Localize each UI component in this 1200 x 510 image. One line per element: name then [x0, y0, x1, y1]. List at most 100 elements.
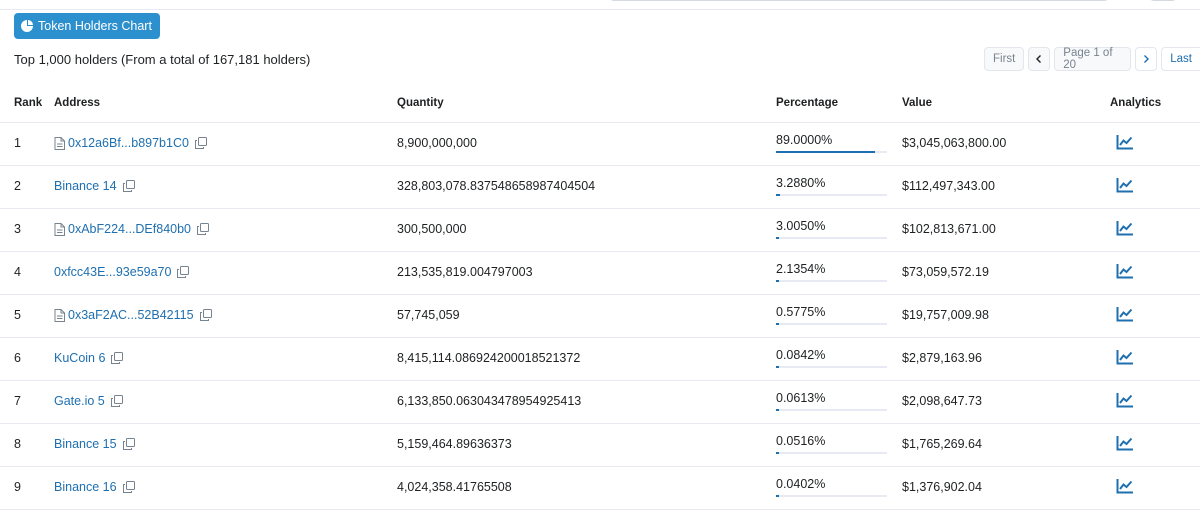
token-holders-chart-button[interactable]: Token Holders Chart — [14, 13, 160, 39]
table-row: 9 Binance 16 4,024,358.41765508 0.0402% $1,3… — [0, 466, 1200, 510]
rank-cell: 2 — [14, 179, 21, 193]
value-cell: $2,098,647.73 — [902, 394, 982, 408]
percentage-cell: 0.0402% — [776, 477, 887, 497]
search-input-edge[interactable] — [608, 0, 1110, 1]
copy-icon[interactable] — [111, 352, 124, 364]
percentage-bar — [776, 495, 887, 497]
percentage-cell: 0.0516% — [776, 434, 887, 454]
address-link[interactable]: Binance 16 — [54, 480, 117, 494]
holders-summary: Top 1,000 holders (From a total of 167,1… — [14, 52, 311, 67]
analytics-chart-icon — [1116, 479, 1133, 494]
percentage-bar-fill — [776, 194, 780, 196]
contract-file-icon — [54, 136, 65, 150]
value-cell: $73,059,572.19 — [902, 265, 989, 279]
percentage-cell: 3.0050% — [776, 219, 887, 239]
table-row: 4 0xfcc43E...93e59a70 213,535,819.00479700… — [0, 251, 1200, 295]
percentage-text: 0.0842% — [776, 348, 826, 362]
analytics-chart-icon — [1116, 436, 1133, 451]
quantity-cell: 6,133,850.063043478954925413 — [397, 394, 582, 408]
value-cell: $3,045,063,800.00 — [902, 136, 1007, 150]
header-value: Value — [902, 97, 933, 109]
first-page-button[interactable]: First — [984, 47, 1025, 71]
value-cell: $2,879,163.96 — [902, 351, 982, 365]
analytics-chart-icon — [1116, 135, 1133, 150]
copy-icon[interactable] — [199, 309, 212, 321]
quantity-cell: 213,535,819.004797003 — [397, 265, 533, 279]
address-link[interactable]: 0x3aF2AC...52B42115 — [68, 308, 194, 322]
quantity-cell: 328,803,078.837548658987404504 — [397, 179, 596, 193]
percentage-bar-fill — [776, 452, 780, 454]
header-percentage: Percentage — [776, 97, 839, 109]
contract-file-icon — [54, 222, 65, 236]
pie-chart-icon — [21, 20, 33, 32]
analytics-chart-icon — [1116, 393, 1133, 408]
chevron-right-icon — [1144, 55, 1150, 63]
address-cell: 0x3aF2AC...52B42115 — [54, 308, 212, 322]
analytics-button[interactable] — [1116, 478, 1134, 497]
percentage-text: 3.0050% — [776, 219, 826, 233]
address-cell: 0xfcc43E...93e59a70 — [54, 265, 190, 279]
analytics-button[interactable] — [1116, 349, 1134, 368]
percentage-bar-fill — [776, 151, 875, 153]
table-header: Rank Address Quantity Percentage Value A… — [0, 90, 1200, 123]
last-page-button[interactable]: Last — [1161, 47, 1200, 71]
analytics-button[interactable] — [1116, 177, 1134, 196]
copy-icon[interactable] — [110, 395, 123, 407]
percentage-bar — [776, 151, 887, 153]
prev-page-button[interactable] — [1028, 47, 1051, 71]
header-analytics: Analytics — [1110, 97, 1162, 109]
copy-icon[interactable] — [197, 223, 209, 235]
analytics-chart-icon — [1116, 178, 1133, 193]
contract-file-icon — [54, 308, 65, 322]
analytics-button[interactable] — [1116, 220, 1134, 239]
percentage-cell: 89.0000% — [776, 133, 887, 153]
analytics-button[interactable] — [1116, 306, 1134, 325]
next-page-button[interactable] — [1135, 47, 1158, 71]
address-link[interactable]: Binance 15 — [54, 437, 117, 451]
address-cell: Gate.io 5 — [54, 394, 123, 408]
analytics-button[interactable] — [1116, 392, 1134, 411]
header-divider — [0, 9, 1200, 10]
copy-icon[interactable] — [194, 137, 207, 149]
copy-icon[interactable] — [122, 180, 135, 192]
analytics-button[interactable] — [1116, 263, 1134, 282]
address-cell: Binance 16 — [54, 480, 135, 494]
percentage-bar-fill — [776, 323, 780, 325]
header-address: Address — [54, 97, 101, 109]
value-cell: $1,376,902.04 — [902, 480, 982, 494]
address-link[interactable]: KuCoin 6 — [54, 351, 106, 365]
percentage-bar-fill — [776, 280, 780, 282]
percentage-text: 0.0516% — [776, 434, 826, 448]
percentage-bar-fill — [776, 237, 780, 239]
analytics-chart-icon — [1116, 221, 1133, 236]
rank-cell: 6 — [14, 351, 21, 365]
percentage-bar — [776, 323, 887, 325]
rank-cell: 3 — [14, 222, 21, 236]
copy-icon[interactable] — [122, 481, 135, 493]
quantity-cell: 8,415,114.086924200018521372 — [397, 351, 581, 365]
copy-icon[interactable] — [122, 438, 135, 450]
address-cell: 0xAbF224...DEf840b0 — [54, 222, 209, 236]
table-row: 2 Binance 14 328,803,078.83754865898740450… — [0, 165, 1200, 209]
address-link[interactable]: Binance 14 — [54, 179, 117, 193]
rank-cell: 4 — [14, 265, 21, 279]
value-cell: $19,757,009.98 — [902, 308, 989, 322]
rank-cell: 1 — [14, 136, 21, 150]
address-link[interactable]: 0xfcc43E...93e59a70 — [54, 265, 172, 279]
percentage-bar-fill — [776, 366, 780, 368]
percentage-bar — [776, 194, 887, 196]
page-indicator: Page 1 of 20 — [1054, 47, 1132, 71]
address-link[interactable]: Gate.io 5 — [54, 394, 105, 408]
copy-icon[interactable] — [177, 266, 190, 278]
header-quantity: Quantity — [397, 97, 444, 109]
quantity-cell: 4,024,358.41765508 — [397, 480, 512, 494]
analytics-button[interactable] — [1116, 134, 1134, 153]
address-link[interactable]: 0xAbF224...DEf840b0 — [68, 222, 191, 236]
address-cell: Binance 14 — [54, 179, 135, 193]
percentage-cell: 0.0842% — [776, 348, 887, 368]
address-link[interactable]: 0x12a6Bf...b897b1C0 — [68, 136, 189, 150]
search-button-edge[interactable] — [1148, 0, 1178, 1]
percentage-text: 0.0613% — [776, 391, 826, 405]
analytics-button[interactable] — [1116, 435, 1134, 454]
percentage-text: 2.1354% — [776, 262, 826, 276]
